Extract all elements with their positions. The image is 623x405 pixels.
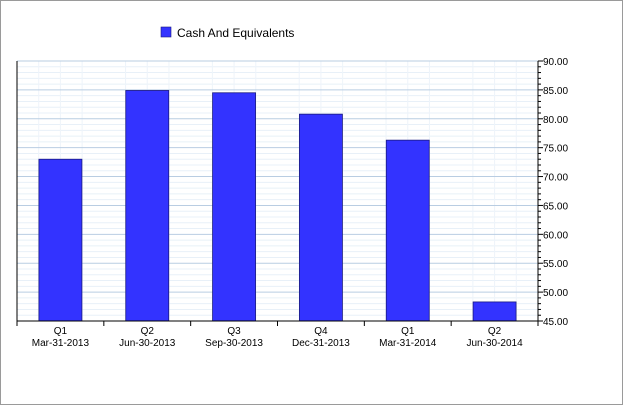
x-tick-label-period: Q4: [314, 326, 328, 337]
bar: [212, 92, 256, 322]
y-tick-label: 50.00: [543, 288, 568, 299]
y-tick-label: 80.00: [543, 115, 568, 126]
legend-swatch: [160, 26, 172, 38]
y-tick-label: 85.00: [543, 86, 568, 97]
x-tick-label-period: Q3: [227, 326, 241, 337]
y-tick-label: 45.00: [543, 317, 568, 328]
y-tick-label: 60.00: [543, 230, 568, 241]
x-tick-label-period: Q1: [54, 326, 68, 337]
bar: [472, 301, 517, 322]
y-tick-label: 65.00: [543, 201, 568, 212]
x-tick-label-date: Jun-30-2014: [467, 338, 524, 349]
x-tick-label-date: Dec-31-2013: [292, 338, 350, 349]
bar: [299, 113, 343, 322]
y-tick-label: 90.00: [543, 57, 568, 68]
x-tick-label-date: Jun-30-2013: [119, 338, 176, 349]
bar: [385, 139, 430, 322]
y-tick-label: 55.00: [543, 259, 568, 270]
x-tick-label-period: Q2: [488, 326, 502, 337]
x-tick-label-date: Mar-31-2013: [32, 338, 90, 349]
bar: [38, 158, 83, 322]
x-tick-label-date: Sep-30-2013: [205, 338, 263, 349]
y-tick-label: 75.00: [543, 144, 568, 155]
y-tick-label: 70.00: [543, 173, 568, 184]
x-tick-label-date: Mar-31-2014: [379, 338, 437, 349]
bar: [125, 90, 170, 322]
legend-label: Cash And Equivalents: [177, 26, 294, 40]
x-tick-label-period: Q1: [401, 326, 415, 337]
x-tick-label-period: Q2: [141, 326, 155, 337]
